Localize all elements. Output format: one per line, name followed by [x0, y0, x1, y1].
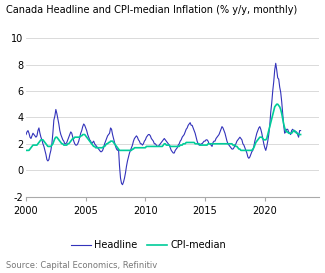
Text: Source: Capital Economics, Refinitiv: Source: Capital Economics, Refinitiv [6, 261, 158, 270]
Headline [45, 158, 49, 161]
Line: CPI-median: CPI-median [26, 104, 301, 150]
CPI-median [120, 149, 124, 152]
Headline [24, 133, 28, 136]
Headline [70, 132, 74, 135]
CPI-median [70, 138, 74, 141]
CPI-median [136, 146, 139, 149]
CPI-median [45, 144, 49, 147]
CPI-median [111, 141, 115, 144]
CPI-median [266, 133, 270, 136]
Headline [136, 138, 140, 141]
Headline [121, 183, 124, 186]
CPI-median [275, 103, 279, 106]
Headline [120, 182, 124, 185]
Headline [299, 129, 303, 132]
Line: Headline: Headline [26, 63, 301, 185]
Text: Canada Headline and CPI-median Inflation (% y/y, monthly): Canada Headline and CPI-median Inflation… [6, 5, 298, 16]
Legend: Headline, CPI-median: Headline, CPI-median [67, 236, 230, 254]
Headline [274, 62, 278, 65]
CPI-median [299, 133, 303, 136]
Headline [111, 137, 115, 140]
CPI-median [24, 149, 28, 152]
Headline [267, 133, 271, 136]
